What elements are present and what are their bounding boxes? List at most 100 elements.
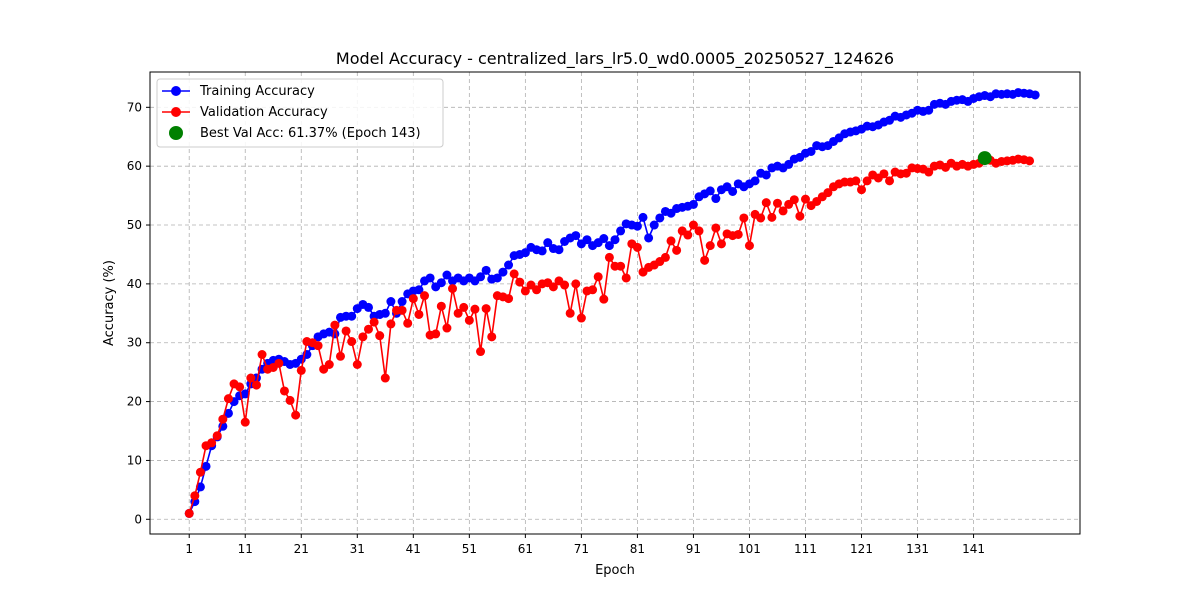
y-axis-label: Accuracy (%): [102, 260, 117, 346]
validation-accuracy-point: [621, 273, 631, 283]
series-layer: [184, 88, 1040, 518]
validation-accuracy-point: [397, 305, 407, 315]
validation-accuracy-point: [700, 255, 710, 265]
validation-accuracy-point: [453, 308, 463, 318]
validation-accuracy-point: [532, 285, 542, 295]
y-tick-label: 70: [127, 100, 142, 114]
validation-accuracy-point: [599, 294, 609, 304]
validation-accuracy-point: [857, 185, 867, 195]
training-accuracy-point: [655, 213, 665, 223]
validation-accuracy-point: [296, 365, 306, 375]
validation-accuracy-point: [862, 176, 872, 186]
training-accuracy-point: [644, 233, 654, 243]
x-tick-label: 11: [238, 542, 253, 556]
training-accuracy-point: [784, 159, 794, 169]
x-tick-label: 41: [406, 542, 421, 556]
y-tick-label: 10: [127, 453, 142, 467]
x-tick-label: 141: [962, 542, 985, 556]
validation-accuracy-point: [190, 491, 200, 501]
validation-accuracy-point: [420, 291, 430, 301]
legend-label-validation: Validation Accuracy: [200, 105, 328, 120]
validation-accuracy-point: [694, 226, 704, 236]
validation-accuracy-point: [789, 195, 799, 205]
validation-accuracy-point: [313, 341, 323, 351]
training-accuracy-point: [543, 238, 553, 248]
training-accuracy-point: [571, 231, 581, 241]
legend-label-training: Training Accuracy: [199, 84, 315, 99]
validation-accuracy-point: [464, 315, 474, 325]
validation-accuracy-point: [330, 320, 340, 330]
validation-accuracy-point: [251, 380, 261, 390]
validation-accuracy-point: [588, 285, 598, 295]
validation-accuracy-point: [403, 318, 413, 328]
validation-accuracy-point: [218, 414, 228, 424]
validation-accuracy-point: [604, 252, 614, 262]
validation-accuracy-point: [800, 194, 810, 204]
training-accuracy-point: [728, 186, 738, 196]
x-tick-label: 31: [350, 542, 365, 556]
chart-title: Model Accuracy - centralized_lars_lr5.0_…: [336, 49, 894, 69]
training-accuracy-point: [492, 273, 502, 283]
validation-accuracy-point: [565, 308, 575, 318]
validation-accuracy-point: [711, 223, 721, 233]
training-accuracy-point: [610, 235, 620, 245]
legend-marker-best: [169, 126, 183, 140]
validation-accuracy-point: [257, 350, 267, 359]
validation-accuracy-point: [324, 360, 334, 369]
validation-accuracy-point: [212, 431, 222, 441]
validation-accuracy-point: [515, 277, 525, 287]
validation-accuracy-point: [470, 304, 480, 314]
training-accuracy-point: [481, 265, 491, 275]
validation-accuracy-point: [767, 212, 777, 222]
x-tick-label: 21: [294, 542, 309, 556]
training-accuracy-point: [711, 194, 721, 204]
validation-accuracy-point: [660, 252, 670, 262]
training-accuracy-point: [632, 221, 642, 231]
x-tick-label: 91: [686, 542, 701, 556]
y-tick-label: 30: [127, 336, 142, 350]
validation-accuracy-point: [672, 245, 682, 255]
training-accuracy-point: [380, 308, 390, 318]
validation-accuracy-point: [851, 176, 861, 186]
validation-accuracy-point: [481, 304, 491, 314]
validation-accuracy-point: [476, 347, 486, 357]
training-accuracy-point: [705, 186, 715, 196]
x-tick-label: 81: [630, 542, 645, 556]
training-accuracy-point: [386, 297, 396, 307]
training-accuracy-point: [750, 176, 760, 186]
validation-accuracy-point: [279, 386, 289, 396]
x-tick-label: 111: [794, 542, 817, 556]
validation-accuracy-point: [509, 269, 519, 279]
validation-accuracy-point: [632, 242, 642, 252]
validation-accuracy-point: [358, 332, 368, 342]
validation-accuracy-point: [520, 286, 530, 296]
x-tick-label: 121: [850, 542, 873, 556]
validation-accuracy-point: [772, 198, 782, 208]
validation-accuracy-point: [274, 358, 284, 368]
validation-accuracy-point: [879, 169, 889, 179]
training-accuracy-point: [1030, 90, 1040, 100]
validation-accuracy-point: [431, 329, 441, 339]
legend-label-best: Best Val Acc: 61.37% (Epoch 143): [200, 126, 421, 141]
validation-accuracy-point: [705, 241, 715, 251]
legend-marker-validation: [171, 107, 181, 117]
validation-accuracy-point: [683, 230, 693, 240]
training-accuracy-point: [504, 260, 514, 270]
training-accuracy-point: [520, 248, 530, 258]
training-accuracy-point: [414, 285, 424, 295]
validation-accuracy-point: [739, 213, 749, 223]
x-tick-label: 131: [906, 542, 929, 556]
validation-accuracy-point: [593, 272, 603, 282]
validation-accuracy-point: [235, 382, 245, 392]
training-accuracy-point: [604, 241, 614, 251]
validation-accuracy-point: [778, 206, 788, 216]
validation-accuracy-point: [347, 337, 357, 347]
validation-accuracy-point: [733, 229, 743, 239]
training-accuracy-point: [240, 389, 250, 399]
training-accuracy-point: [806, 146, 816, 156]
validation-accuracy-point: [363, 324, 373, 334]
training-accuracy-point: [924, 105, 934, 115]
x-tick-label: 61: [518, 542, 533, 556]
validation-accuracy-point: [285, 395, 295, 405]
